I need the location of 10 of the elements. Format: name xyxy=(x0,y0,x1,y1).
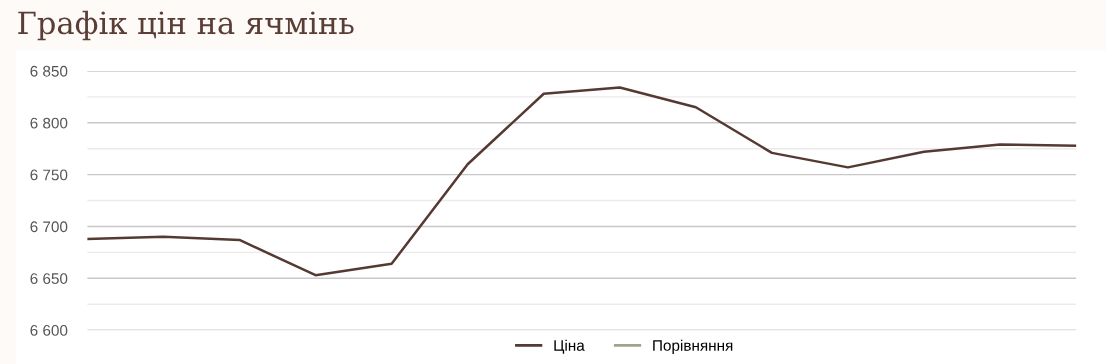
line-series xyxy=(87,86,1077,277)
y-tick-label: 6 750 xyxy=(30,169,68,181)
chart-title: Графік цін на ячмінь xyxy=(18,10,354,41)
y-tick-label: 6 600 xyxy=(30,325,68,336)
y-tick-label: 6 850 xyxy=(30,65,68,77)
y-tick-label: 6 800 xyxy=(30,117,68,129)
legend-label: Ціна xyxy=(554,339,585,354)
y-tick-label: 6 700 xyxy=(30,221,68,233)
y-tick-label: 6 650 xyxy=(30,273,68,284)
legend-label: Порівняння xyxy=(653,339,733,354)
